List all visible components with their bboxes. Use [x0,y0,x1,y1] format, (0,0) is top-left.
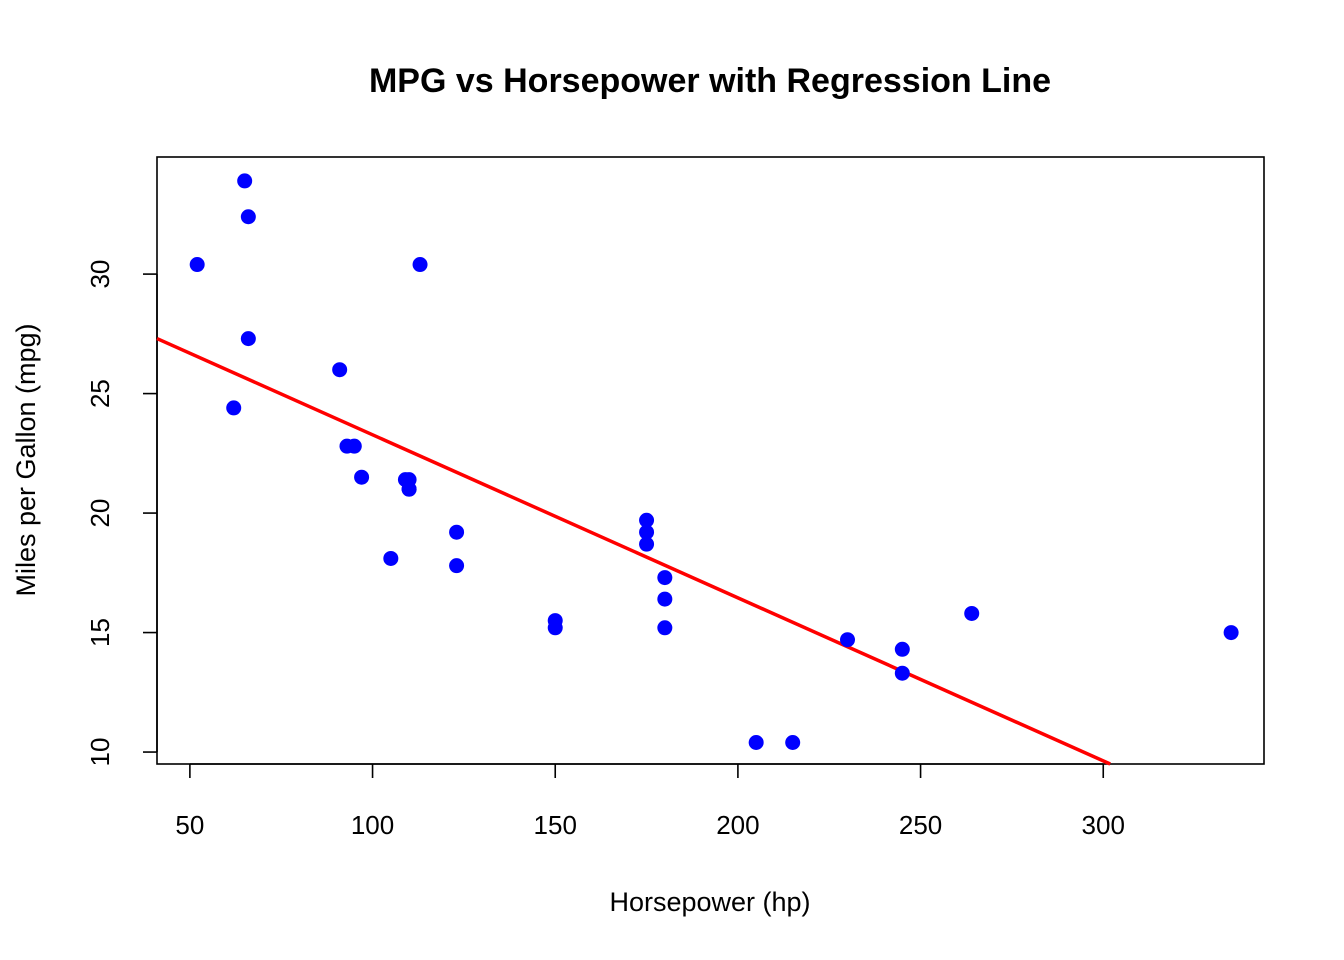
data-point [639,512,655,528]
x-tick-label: 200 [716,810,759,840]
data-points [189,173,1239,750]
data-point [449,558,465,574]
x-tick-label: 300 [1082,810,1125,840]
data-point [964,605,980,621]
x-tick-label: 50 [175,810,204,840]
data-point [332,362,348,378]
data-point [354,469,370,485]
data-point [240,209,256,225]
data-point [237,173,253,189]
y-tick-label: 20 [85,499,115,528]
data-point [639,524,655,540]
data-point [657,591,673,607]
regression-line [156,336,1111,766]
data-point [657,570,673,586]
y-tick-label: 10 [85,738,115,767]
data-point [894,665,910,681]
y-tick-label: 30 [85,260,115,289]
data-point [226,400,242,416]
data-point [346,438,362,454]
data-point [397,472,413,488]
data-point [785,734,801,750]
x-tick-label: 100 [351,810,394,840]
x-tick-label: 250 [899,810,942,840]
data-point [840,632,856,648]
x-axis: 50 100 150 200 250 300 [175,763,1125,840]
data-point [894,641,910,657]
y-axis-label: Miles per Gallon (mpg) [11,323,41,596]
data-point [383,550,399,566]
x-tick-label: 150 [534,810,577,840]
chart-title: MPG vs Horsepower with Regression Line [369,62,1051,100]
data-point [449,524,465,540]
x-axis-label: Horsepower (hp) [609,887,810,917]
data-point [240,331,256,347]
y-tick-label: 15 [85,618,115,647]
data-point [189,257,205,273]
data-point [1223,625,1239,641]
data-point [748,734,764,750]
data-point [412,257,428,273]
y-axis: 10 15 20 25 30 [85,260,158,767]
y-tick-label: 25 [85,379,115,408]
data-point [547,620,563,636]
data-point [639,536,655,552]
plot-area [156,156,1265,765]
data-point [657,620,673,636]
